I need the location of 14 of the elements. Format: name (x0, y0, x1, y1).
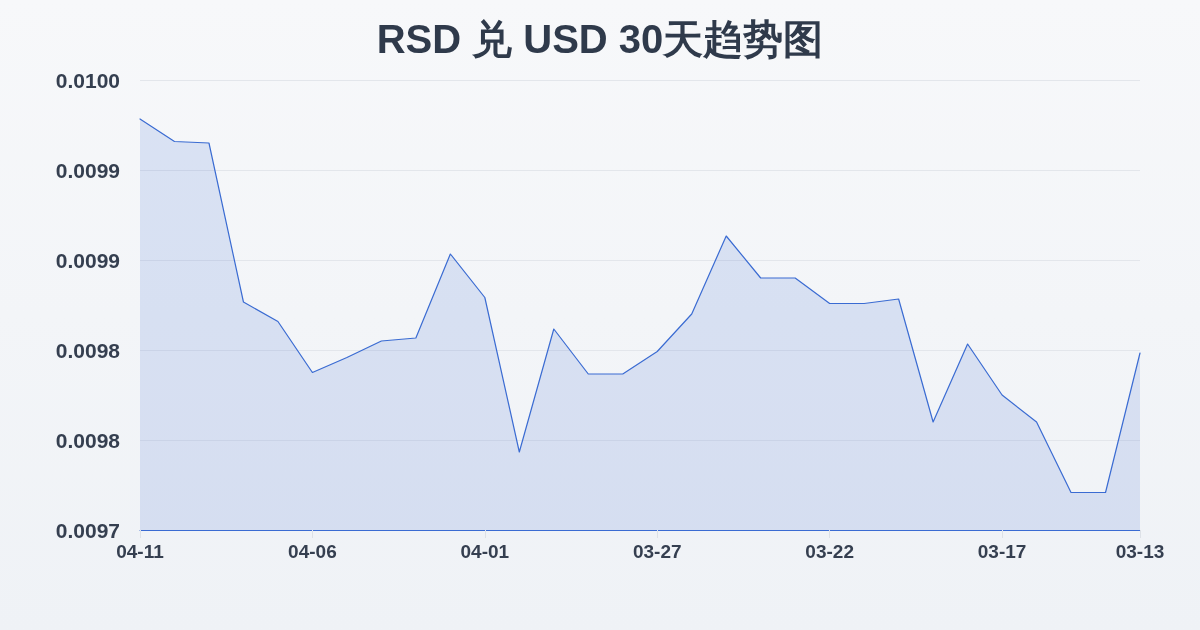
x-tick-label: 03-27 (632, 541, 682, 562)
y-tick-label: 0.0099 (55, 158, 120, 182)
x-tick-label: 03-22 (805, 541, 854, 562)
y-tick-label: 0.0100 (55, 68, 120, 92)
x-tick-label: 03-13 (1115, 541, 1165, 562)
x-tick-label: 04-06 (288, 541, 337, 562)
y-tick-label: 0.0097 (55, 518, 120, 542)
y-tick-label: 0.0098 (55, 428, 121, 452)
x-tick-label: 04-01 (460, 541, 510, 562)
x-tick-label: 03-17 (977, 541, 1027, 562)
y-tick-label: 0.0098 (55, 338, 121, 362)
x-tick-label: 04-11 (116, 541, 165, 562)
chart-title: RSD 兑 USD 30天趋势图 (376, 17, 824, 61)
y-tick-label: 0.0099 (55, 248, 120, 272)
